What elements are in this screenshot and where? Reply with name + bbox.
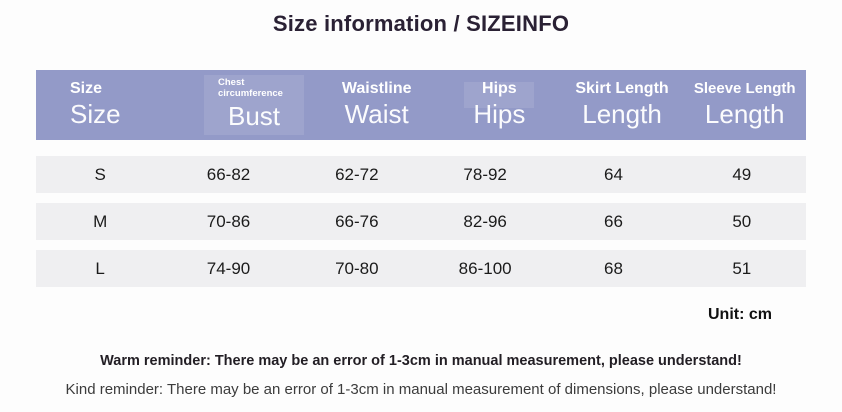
cell-bust: 74-90 (206, 258, 251, 278)
table-row-s: S 66-82 62-72 78-92 64 49 (36, 156, 806, 193)
column-header-waist-main: Waist (344, 99, 409, 130)
cell-skirt-length: 68 (604, 258, 623, 278)
cell-sleeve-length: 50 (732, 211, 752, 231)
column-header-bust-top: Chest circumference (218, 77, 283, 99)
cell-size: S (94, 164, 106, 184)
cell-size: L (95, 258, 105, 278)
column-header-sleeve-length-top: Sleeve Length (693, 80, 796, 98)
cell-size: M (93, 211, 108, 231)
column-header-hips-main: Hips (473, 99, 526, 130)
column-header-sleeve-length: Sleeve Length Length (683, 70, 806, 140)
table-header-row: Size Size Chest circumference Bust Waist… (36, 70, 806, 140)
translation-overlay-patch (464, 82, 535, 108)
column-header-waist: Waistline Waist (315, 70, 438, 140)
warm-reminder-text: Warm reminder: There may be an error of … (100, 353, 742, 369)
cell-hips: 78-92 (463, 164, 507, 184)
cell-skirt-length: 64 (604, 164, 623, 184)
column-header-bust: Chest circumference Bust (193, 70, 316, 140)
cell-hips: 82-96 (463, 211, 507, 231)
column-header-skirt-length-main: Length (582, 99, 662, 130)
cell-bust: 66-82 (206, 164, 251, 184)
cell-waist: 70-80 (335, 258, 379, 278)
cell-waist: 62-72 (335, 164, 379, 184)
column-header-waist-top: Waistline (341, 79, 412, 97)
cell-bust: 70-86 (206, 211, 251, 231)
table-row-l: L 74-90 70-80 86-100 68 51 (36, 250, 806, 287)
cell-sleeve-length: 51 (732, 258, 752, 278)
column-header-hips-top: Hips (482, 79, 517, 97)
column-header-sleeve-length-main: Length (704, 98, 785, 129)
cell-waist: 66-76 (335, 211, 379, 231)
cell-hips: 86-100 (458, 258, 512, 278)
cell-sleeve-length: 49 (732, 164, 752, 184)
cell-skirt-length: 66 (604, 211, 623, 231)
size-table: Size Size Chest circumference Bust Waist… (36, 70, 806, 287)
translation-overlay-patch (204, 75, 304, 135)
page-title: Size information / SIZEINFO (272, 11, 570, 36)
column-header-size: Size Size (36, 70, 193, 140)
column-header-hips: Hips Hips (438, 70, 561, 140)
unit-label: Unit: cm (708, 306, 772, 323)
column-header-skirt-length: Skirt Length Length (561, 70, 684, 140)
column-header-size-main: Size (70, 99, 121, 130)
column-header-skirt-length-top: Skirt Length (575, 79, 669, 97)
column-header-bust-main: Bust (227, 100, 281, 131)
table-row-m: M 70-86 66-76 82-96 66 50 (36, 203, 806, 240)
kind-reminder-text: Kind reminder: There may be an error of … (65, 381, 777, 398)
column-header-size-top: Size (70, 79, 103, 97)
